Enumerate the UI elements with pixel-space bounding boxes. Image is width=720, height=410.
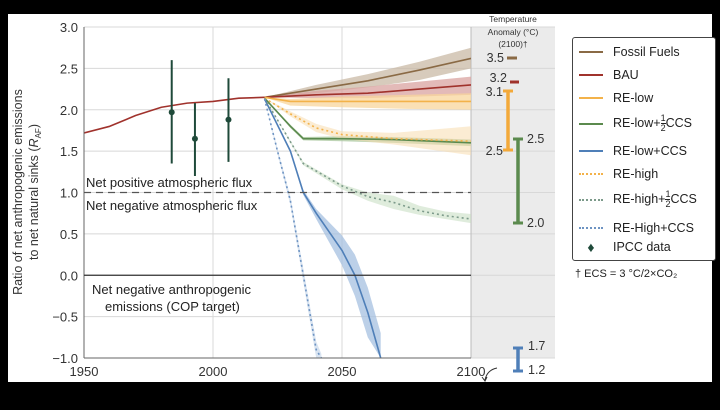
legend-label: IPCC data <box>613 240 671 254</box>
annotation-positive-flux: Net positive atmospheric flux <box>86 175 253 190</box>
line-re-low <box>264 96 471 103</box>
x-tick-label: 2000 <box>199 364 228 379</box>
band-re-high-ccs <box>264 98 322 358</box>
line-re-high-ccs <box>263 97 471 220</box>
y-tick-label: 2.0 <box>60 103 78 118</box>
y-axis-label-line2: to net natural sinks (RAF) <box>27 124 43 260</box>
x-tick-label: 2050 <box>328 364 357 379</box>
y-tick-label: −0.5 <box>52 310 78 325</box>
band-fossil-fuels <box>264 47 471 98</box>
legend-label: RE-high+ 1 2 CCS <box>613 189 697 209</box>
y-tick-label: 3.0 <box>60 20 78 35</box>
line-re-high <box>264 97 471 142</box>
legend-item: RE-low+ 1 2 CCS <box>579 114 692 133</box>
legend: Fossil Fuels BAU RE-low RE-low+ 1 2 CCS RE-low+… <box>572 37 716 261</box>
legend-swatch <box>579 173 603 175</box>
y-tick-label: 1.5 <box>60 144 78 159</box>
legend-swatch <box>579 97 603 99</box>
y-tick-label: 2.5 <box>60 61 78 76</box>
ipcc-point <box>191 135 198 142</box>
band-re-low-ccs <box>264 98 381 358</box>
x-tick-label: 2100 <box>457 364 486 379</box>
ipcc-point <box>225 116 232 123</box>
ipcc-marker-icon: ♦ <box>587 239 595 255</box>
temperature-label: 3.1 <box>486 85 503 99</box>
legend-label: Fossil Fuels <box>613 45 680 59</box>
y-tick-label: 0.0 <box>60 268 78 283</box>
legend-item-ipcc: ♦ IPCC data <box>579 239 671 255</box>
legend-label: RE-high <box>613 167 659 181</box>
temperature-label: 2.0 <box>527 216 544 230</box>
line-bau <box>84 84 471 134</box>
legend-label: RE-low+CCS <box>613 144 687 158</box>
arrow-icon <box>481 367 498 382</box>
temp-title-3: (2100)† <box>498 39 528 49</box>
legend-swatch <box>579 150 603 152</box>
legend-swatch <box>579 227 603 229</box>
legend-item: RE-High+CCS <box>579 221 694 235</box>
footnote: † ECS = 3 °C/2×CO₂ <box>575 268 678 280</box>
y-axis-label-line1: Ratio of net anthropogenic emissions <box>11 89 25 295</box>
legend-swatch <box>579 74 603 76</box>
annotation-cop-1: Net negative anthropogenic <box>92 282 252 297</box>
legend-label: RE-low <box>613 91 654 105</box>
temperature-label: 1.7 <box>528 339 545 353</box>
ipcc-point <box>168 109 175 116</box>
temperature-label: 1.2 <box>528 363 545 377</box>
legend-item: Fossil Fuels <box>579 45 680 59</box>
temp-title-1: Temperature <box>489 14 537 24</box>
legend-item: BAU <box>579 68 639 82</box>
band-bau <box>84 76 471 133</box>
temperature-label: 2.5 <box>486 144 503 158</box>
y-tick-label: −1.0 <box>52 351 78 366</box>
temperature-label: 3.5 <box>487 51 504 65</box>
y-tick-label: 0.5 <box>60 227 78 242</box>
x-tick-label: 1950 <box>70 364 99 379</box>
temperature-label: 2.5 <box>527 132 544 146</box>
annotation-cop-2: emissions (COP target) <box>105 299 240 314</box>
line-re-low-ccs <box>264 97 471 144</box>
legend-swatch <box>579 198 603 201</box>
temperature-label: 3.2 <box>490 71 507 85</box>
annotation-negative-flux: Net negative atmospheric flux <box>86 198 258 213</box>
legend-item: RE-high <box>579 167 658 181</box>
legend-swatch <box>579 51 603 53</box>
legend-label: RE-High+CCS <box>613 221 694 235</box>
legend-item: RE-low+CCS <box>579 144 687 158</box>
legend-item: RE-high+ 1 2 CCS <box>579 190 697 209</box>
legend-label: BAU <box>613 68 639 82</box>
line-fossil-fuels <box>264 57 471 99</box>
line-re-low-ccs <box>263 98 382 358</box>
legend-swatch <box>579 122 603 125</box>
y-tick-label: 1.0 <box>60 186 78 201</box>
legend-label: RE-low+ 1 2 CCS <box>613 113 693 133</box>
legend-item: RE-low <box>579 91 653 105</box>
band-re-high-ccs <box>264 98 471 224</box>
temp-title-2: Anomaly (°C) <box>488 27 539 37</box>
